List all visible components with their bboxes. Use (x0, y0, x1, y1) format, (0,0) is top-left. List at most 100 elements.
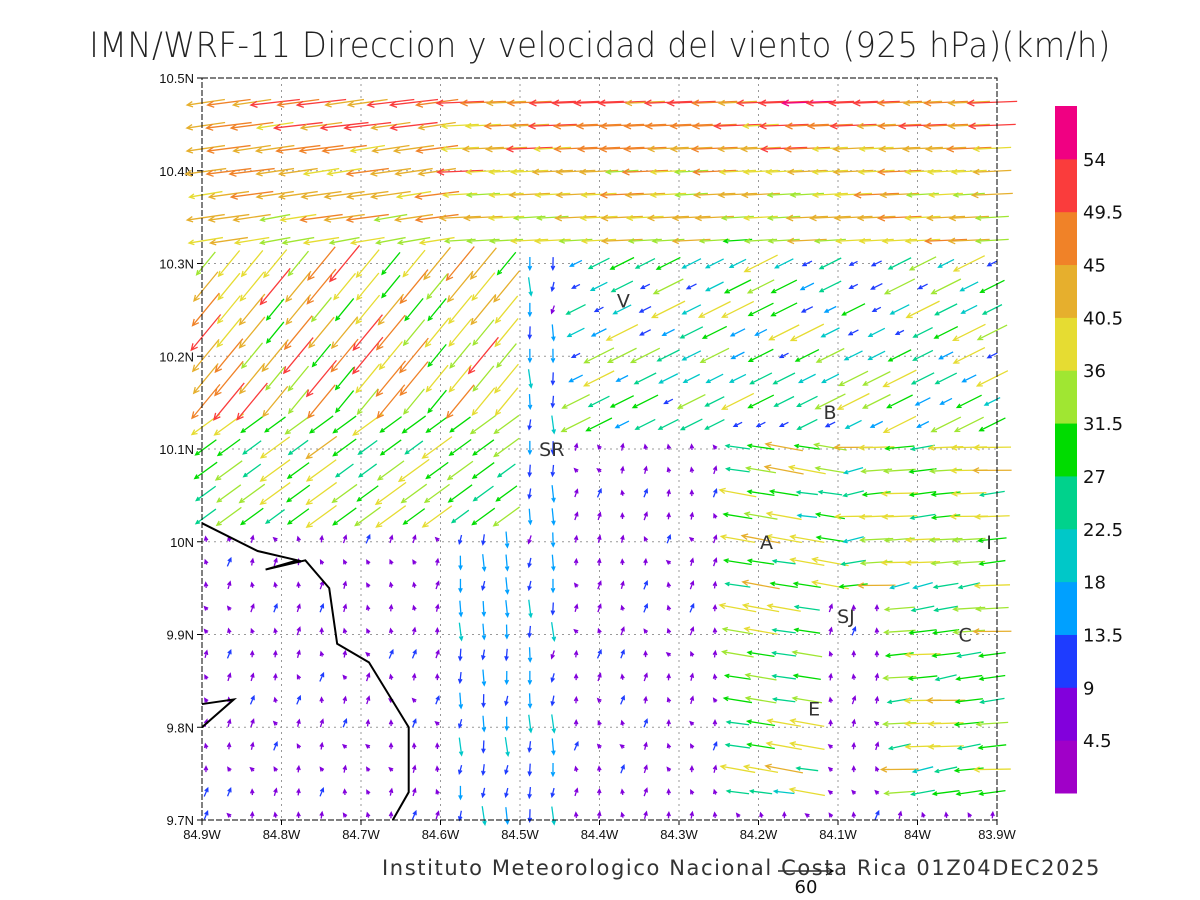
wind-vector (582, 370, 615, 387)
wind-vector (650, 300, 686, 319)
wind-arrow (728, 373, 747, 383)
wind-arrow (593, 306, 604, 313)
wind-vector (203, 628, 209, 634)
wind-vector (975, 370, 1009, 387)
wind-arrow (889, 582, 910, 590)
wind-arrow (743, 254, 778, 273)
wind-vector (925, 697, 966, 704)
wind-arrow (551, 622, 557, 642)
wind-vector (867, 350, 886, 361)
wind-arrow (238, 483, 266, 504)
wind-vector (743, 511, 778, 520)
wind-vector (766, 603, 801, 612)
wind-arrow (550, 257, 556, 271)
wind-vector (666, 443, 672, 450)
wind-vector (307, 246, 336, 281)
wind-vector (287, 439, 309, 456)
wind-arrow (666, 627, 672, 634)
wind-vector (496, 251, 517, 276)
wind-vector (784, 122, 829, 130)
wind-vector (255, 190, 294, 200)
wind-vector (789, 192, 824, 198)
wind-vector (643, 695, 648, 704)
wind-vector (848, 283, 859, 290)
wind-arrow (908, 468, 937, 474)
wind-arrow (551, 554, 556, 572)
wind-vector (729, 328, 746, 337)
wind-arrow (796, 395, 818, 408)
wind-arrow (883, 606, 915, 612)
wind-vector (794, 349, 820, 362)
wind-vector (343, 559, 348, 565)
wind-arrow (746, 650, 775, 658)
wind-arrow (323, 190, 365, 200)
wind-vector (787, 464, 826, 475)
wind-vector (974, 606, 1009, 612)
wind-arrow (612, 304, 632, 315)
wind-arrow (203, 765, 209, 773)
wind-arrow (345, 167, 389, 177)
wind-arrow (666, 672, 671, 681)
wind-arrow (689, 466, 695, 473)
wind-arrow (754, 328, 768, 336)
wind-vector (425, 461, 449, 480)
wind-vector (402, 508, 426, 525)
wind-vector (272, 121, 323, 131)
wind-vector (933, 605, 959, 613)
wind-arrow (669, 122, 713, 130)
wind-arrow (681, 258, 702, 269)
wind-vector (333, 272, 356, 301)
wind-vector (399, 337, 429, 374)
wind-vector (791, 696, 823, 704)
wind-vector (685, 283, 697, 290)
wind-vector (458, 737, 464, 757)
wind-arrow (914, 397, 931, 406)
wind-vector (742, 168, 779, 175)
wind-arrow (427, 297, 447, 322)
wind-arrow (723, 279, 752, 294)
wind-vector (272, 536, 278, 542)
wind-vector (848, 260, 858, 266)
wind-arrow (801, 260, 813, 267)
wind-vector (355, 363, 381, 394)
wind-arrow (666, 766, 672, 772)
wind-arrow (643, 695, 648, 704)
wind-vector (273, 811, 278, 818)
wind-vector (204, 697, 209, 703)
wind-vector (342, 788, 348, 796)
wind-vector (399, 361, 429, 397)
wind-arrow (827, 743, 833, 749)
wind-arrow (880, 559, 919, 566)
wind-vector (858, 238, 894, 244)
wind-arrow (978, 490, 1005, 498)
wind-arrow (331, 483, 358, 504)
wind-arrow (933, 766, 958, 774)
wind-arrow (394, 167, 433, 177)
wind-arrow (621, 168, 669, 176)
wind-vector (435, 765, 440, 772)
wind-vector (232, 144, 271, 154)
wind-vector (851, 765, 857, 773)
wind-arrow (399, 361, 429, 397)
wind-arrow (719, 534, 755, 543)
wind-vector (639, 329, 652, 336)
wind-vector (689, 443, 695, 450)
wind-vector (705, 373, 724, 384)
wind-arrow (742, 168, 779, 175)
wind-vector (305, 505, 337, 529)
wind-vector (319, 787, 325, 797)
wind-vector (712, 465, 718, 475)
wind-arrow (296, 581, 301, 588)
wind-arrow (606, 347, 637, 364)
wind-vector (889, 582, 910, 590)
coastline (201, 522, 410, 821)
wind-vector (933, 766, 958, 774)
wind-arrow (240, 342, 264, 370)
wind-arrow (597, 511, 602, 521)
wind-vector (375, 360, 407, 398)
wind-arrow (600, 237, 643, 245)
wind-vector (713, 512, 718, 519)
wind-vector (550, 695, 556, 707)
wind-arrow (216, 484, 242, 503)
wind-vector (412, 581, 417, 588)
